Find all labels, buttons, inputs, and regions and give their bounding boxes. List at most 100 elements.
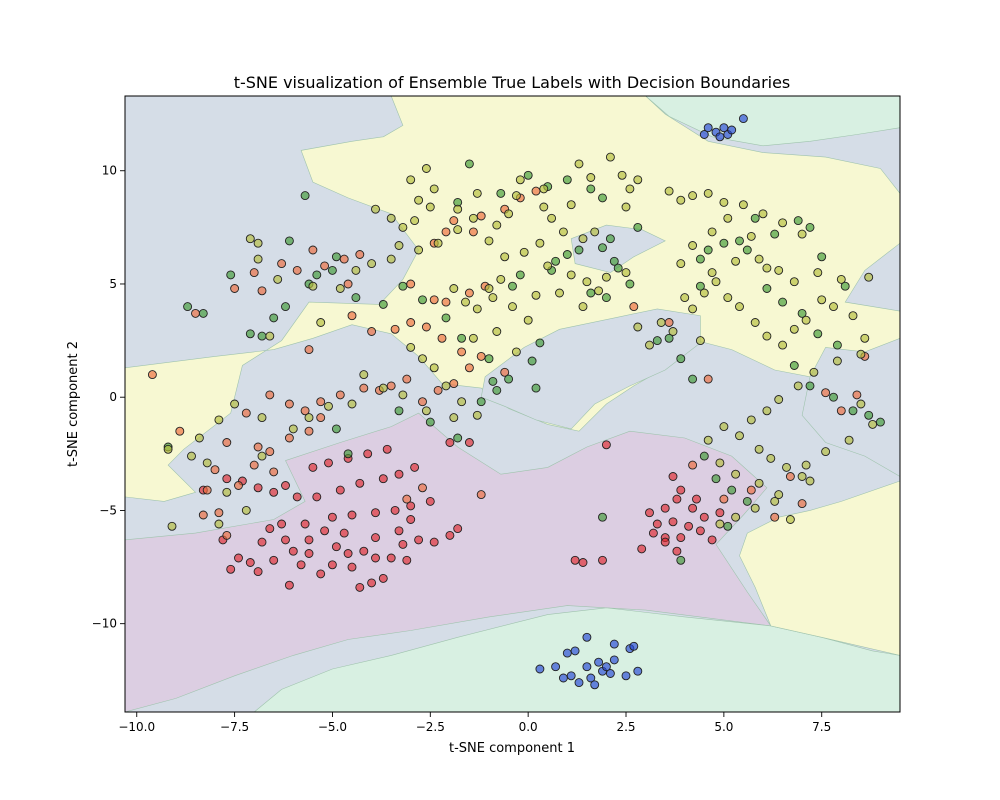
data-point-green xyxy=(527,356,537,366)
data-point-green xyxy=(562,250,572,259)
data-point-olive xyxy=(484,236,494,246)
data-point-red xyxy=(382,444,392,454)
data-point-green xyxy=(343,449,353,459)
data-point-olive xyxy=(821,447,831,457)
plot-area xyxy=(124,95,901,713)
data-point-green xyxy=(652,336,662,346)
data-point-blue xyxy=(719,123,729,133)
data-point-olive xyxy=(347,399,357,409)
data-point-green xyxy=(770,229,780,239)
data-point-red xyxy=(226,564,236,574)
data-point-red xyxy=(371,553,380,563)
data-point-green xyxy=(394,406,404,416)
data-point-red xyxy=(359,546,369,556)
data-point-orange xyxy=(629,302,639,312)
data-point-green xyxy=(829,392,838,402)
data-point-olive xyxy=(558,227,568,237)
y-tick-label: −10 xyxy=(92,617,117,631)
data-point-olive xyxy=(421,164,431,173)
data-point-green xyxy=(817,252,827,262)
data-point-olive xyxy=(335,284,345,293)
data-point-olive xyxy=(288,424,298,434)
data-point-green xyxy=(609,256,619,266)
data-point-olive xyxy=(715,519,725,529)
data-point-orange xyxy=(688,460,698,470)
data-point-olive xyxy=(449,284,459,293)
data-point-orange xyxy=(308,245,318,255)
data-point-olive xyxy=(738,200,748,210)
data-point-olive xyxy=(645,340,654,350)
data-point-olive xyxy=(731,256,741,266)
data-point-olive xyxy=(351,265,361,275)
x-tick-label: 5.0 xyxy=(714,720,733,734)
data-point-olive xyxy=(245,234,255,244)
data-point-olive xyxy=(406,342,416,352)
data-point-orange xyxy=(464,363,474,373)
data-point-orange xyxy=(664,318,674,327)
data-point-blue xyxy=(629,641,639,651)
data-point-red xyxy=(339,528,349,538)
data-point-red xyxy=(386,553,396,563)
data-point-blue xyxy=(586,673,596,683)
data-point-red xyxy=(699,512,709,522)
y-tick-label: 10 xyxy=(102,164,117,178)
data-point-olive xyxy=(758,209,768,219)
data-point-olive xyxy=(265,331,275,341)
data-point-red xyxy=(402,555,412,565)
data-point-green xyxy=(750,213,760,223)
data-point-green xyxy=(531,383,541,393)
data-point-olive xyxy=(519,247,529,257)
data-point-red xyxy=(425,496,435,506)
data-point-olive xyxy=(633,322,643,332)
data-point-green xyxy=(805,381,815,391)
data-point-olive xyxy=(202,458,212,468)
data-point-olive xyxy=(750,503,760,513)
data-point-olive xyxy=(864,272,874,282)
data-point-blue xyxy=(570,646,580,656)
data-point-olive xyxy=(590,227,600,237)
x-axis: −10.0 −7.5 −5.0 −2.5 0.0 2.5 5.0 7.5 xyxy=(118,712,831,734)
data-point-olive xyxy=(386,254,396,264)
data-point-red xyxy=(253,483,263,493)
data-point-red xyxy=(355,478,365,488)
data-point-olive xyxy=(617,170,627,180)
data-point-orange xyxy=(821,388,831,398)
data-point-orange xyxy=(449,379,459,389)
data-point-green xyxy=(735,236,744,246)
data-point-green xyxy=(504,374,514,384)
data-point-olive xyxy=(449,413,459,423)
data-point-olive xyxy=(586,173,596,182)
data-point-olive xyxy=(257,451,267,461)
data-point-red xyxy=(672,546,682,556)
data-point-orange xyxy=(304,426,314,436)
data-point-green xyxy=(742,496,752,506)
data-point-green xyxy=(351,293,361,303)
data-point-red xyxy=(445,530,455,540)
data-point-olive xyxy=(789,277,799,287)
x-tick-label: 7.5 xyxy=(812,720,831,734)
data-point-green xyxy=(464,159,474,169)
data-point-olive xyxy=(394,241,404,250)
data-point-blue xyxy=(594,657,604,667)
data-point-olive xyxy=(785,515,795,524)
data-point-red xyxy=(269,487,279,497)
data-point-olive xyxy=(566,200,576,210)
data-point-orange xyxy=(418,397,427,407)
data-point-red xyxy=(222,474,232,484)
data-point-olive xyxy=(621,268,631,278)
data-point-olive xyxy=(222,487,232,497)
data-point-olive xyxy=(582,277,592,287)
data-point-orange xyxy=(230,284,240,293)
data-point-red xyxy=(394,526,404,536)
data-point-olive xyxy=(214,415,224,425)
data-point-olive xyxy=(371,204,380,214)
data-point-olive xyxy=(523,315,533,325)
data-point-green xyxy=(183,302,193,312)
data-point-blue xyxy=(703,123,713,133)
data-point-olive xyxy=(378,383,388,393)
data-point-orange xyxy=(265,390,275,400)
data-point-red xyxy=(598,555,607,565)
data-point-olive xyxy=(547,213,557,223)
data-point-olive xyxy=(429,184,439,194)
data-point-green xyxy=(496,188,506,198)
